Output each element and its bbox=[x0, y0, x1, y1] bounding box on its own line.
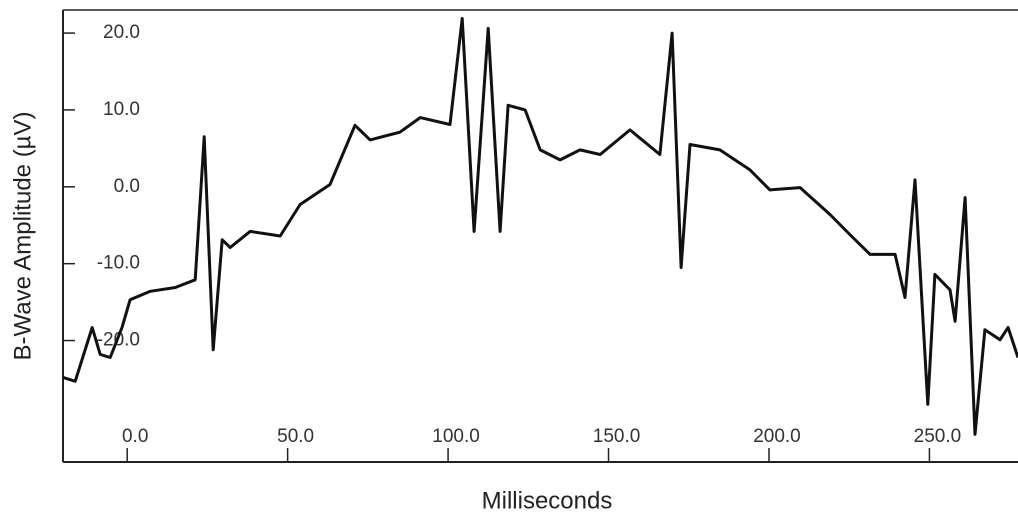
amplitude-line bbox=[62, 17, 1018, 436]
y-tick-label: 0.0 bbox=[114, 176, 140, 197]
x-tick-label: 0.0 bbox=[122, 426, 148, 447]
x-tick-label: 250.0 bbox=[914, 426, 962, 447]
x-tick-label: 100.0 bbox=[432, 426, 480, 447]
y-tick-label: 10.0 bbox=[103, 99, 140, 120]
y-axis-title: B-Wave Amplitude (µV) bbox=[9, 111, 36, 360]
x-axis-title: Milliseconds bbox=[482, 487, 613, 514]
y-tick-label: 20.0 bbox=[103, 22, 140, 43]
y-tick-label: -10.0 bbox=[97, 253, 140, 274]
x-tick-label: 50.0 bbox=[277, 426, 314, 447]
x-tick-label: 200.0 bbox=[753, 426, 801, 447]
x-tick-label: 150.0 bbox=[593, 426, 641, 447]
